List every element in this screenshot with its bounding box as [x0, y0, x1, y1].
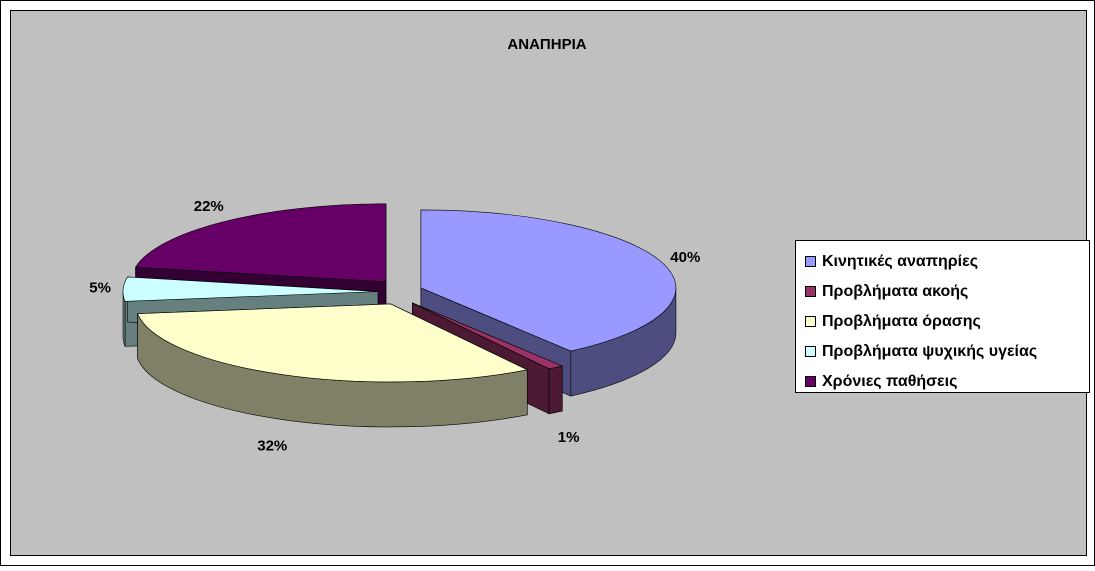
slice-top [412, 302, 564, 370]
legend-label: Κινητικές αναπηρίες [822, 253, 978, 270]
data-label: 1% [558, 429, 580, 446]
legend-label: Προβλήματα όρασης [822, 313, 981, 330]
slice-top [134, 203, 387, 283]
legend-swatch [805, 376, 816, 387]
legend-swatch [805, 256, 816, 267]
slice-top [420, 209, 677, 352]
slice-wall [548, 365, 563, 415]
legend-label: Προβλήματα ψυχικής υγείας [822, 343, 1037, 360]
slice-top [122, 276, 379, 302]
data-label: 40% [670, 249, 700, 266]
legend-swatch [805, 346, 816, 357]
chart-title: ΑΝΑΠΗΡΙΑ [507, 36, 586, 53]
slice-top [137, 303, 529, 383]
data-label: 22% [194, 198, 224, 215]
legend-swatch [805, 316, 816, 327]
legend-label: Χρόνιες παθήσεις [822, 373, 957, 390]
legend-swatch [805, 286, 816, 297]
legend [795, 240, 1090, 393]
pie-slice [137, 303, 529, 428]
data-label: 32% [257, 437, 287, 454]
data-label: 5% [89, 280, 111, 297]
legend-label: Προβλήματα ακοής [822, 283, 968, 300]
